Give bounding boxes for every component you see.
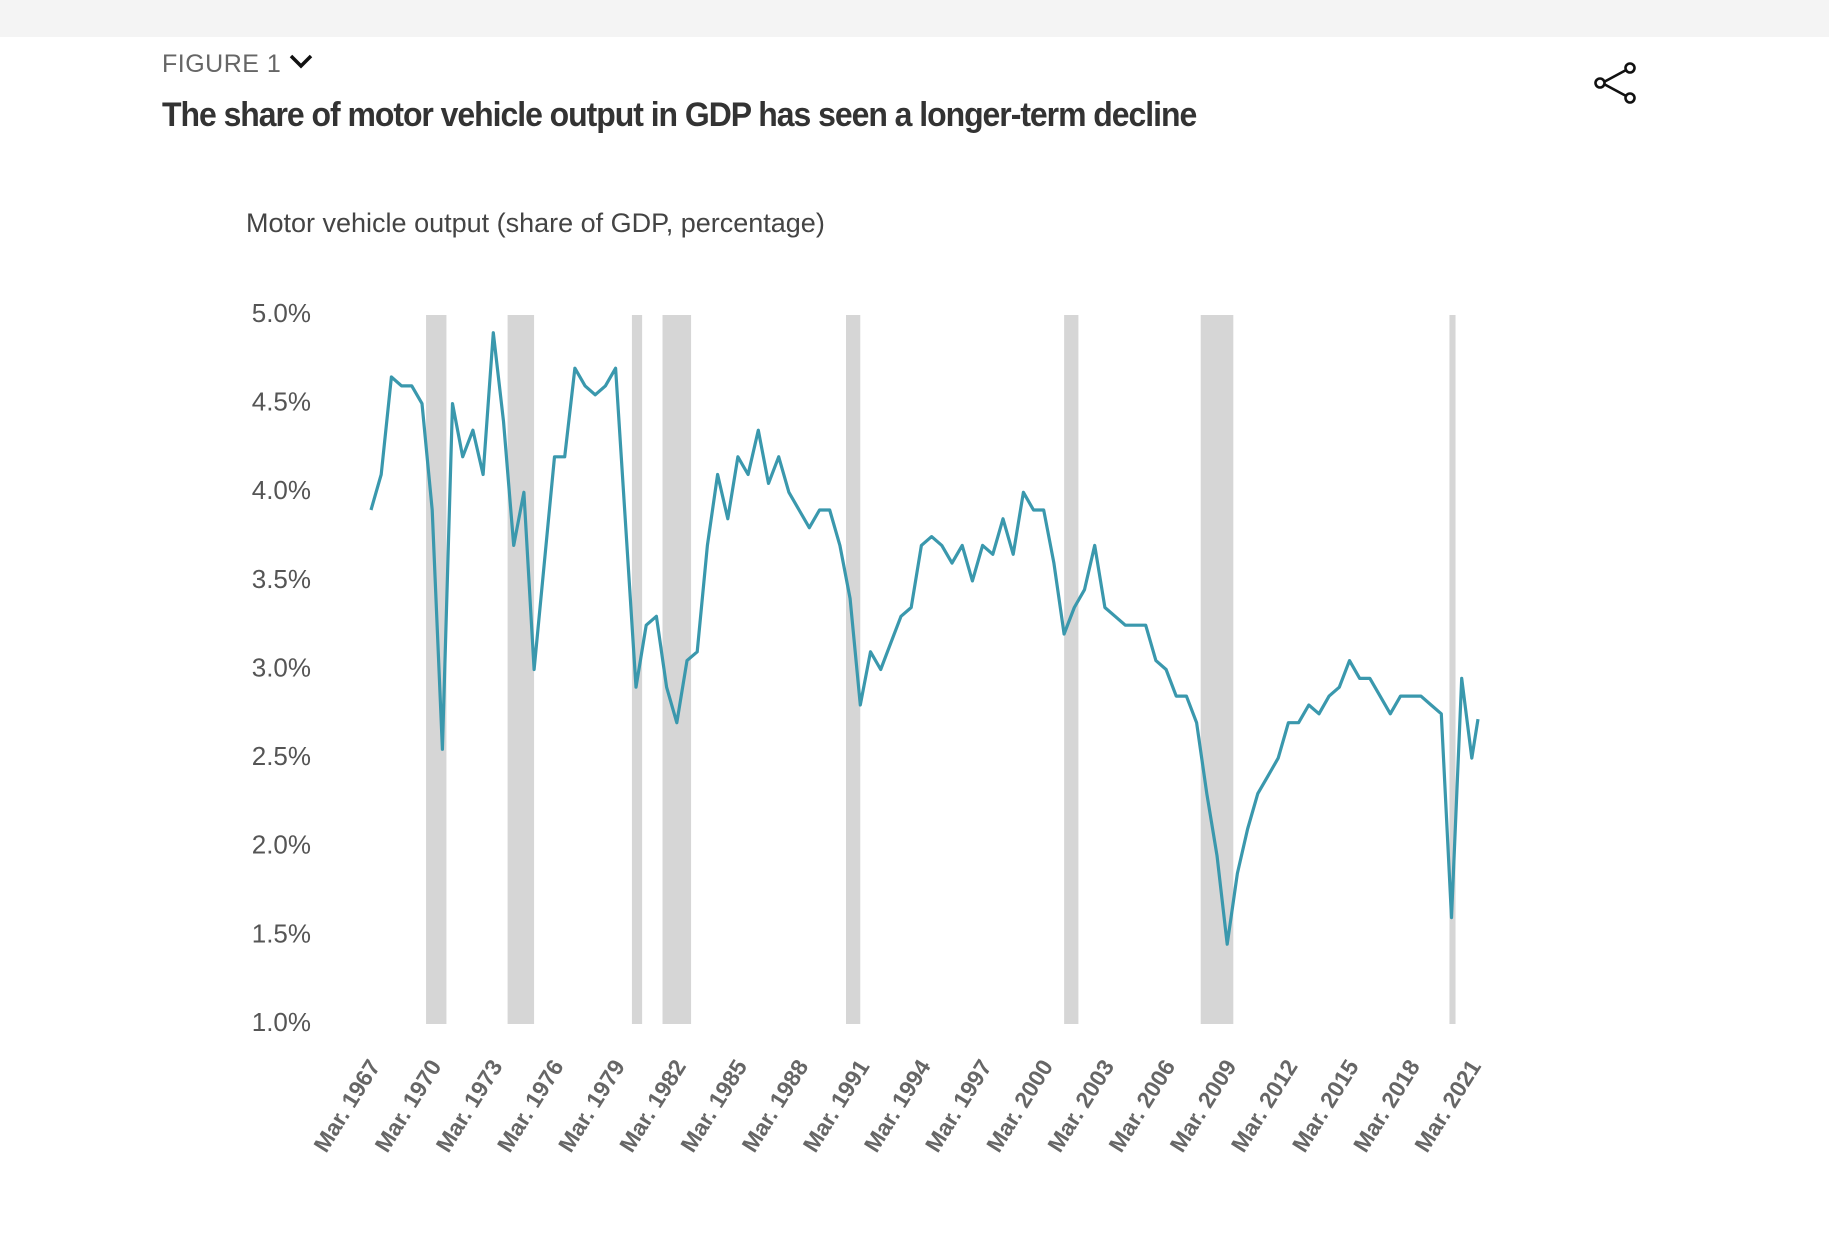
y-tick-label: 4.0%: [252, 475, 311, 505]
figure-label: FIGURE 1: [162, 50, 282, 78]
share-button[interactable]: [1592, 60, 1640, 106]
figure-title: The share of motor vehicle output in GDP…: [162, 96, 1197, 134]
recession-band: [631, 315, 643, 1024]
y-tick-label: 1.5%: [252, 918, 311, 948]
y-tick-label: 5.0%: [252, 298, 311, 328]
top-bar: [0, 0, 1829, 37]
recession-band: [507, 315, 535, 1024]
recession-band: [1064, 315, 1079, 1024]
recession-band: [1449, 315, 1456, 1024]
recession-band: [1200, 315, 1234, 1024]
y-tick-label: 3.5%: [252, 564, 311, 594]
y-tick-label: 2.0%: [252, 830, 311, 860]
y-tick-label: 1.0%: [252, 1007, 311, 1037]
chart-subtitle: Motor vehicle output (share of GDP, perc…: [246, 208, 825, 238]
y-tick-label: 3.0%: [252, 652, 311, 682]
expand-chevron[interactable]: [288, 52, 314, 70]
y-tick-label: 2.5%: [252, 741, 311, 771]
data-line: [369, 331, 1480, 946]
y-tick-label: 4.5%: [252, 387, 311, 417]
recession-band: [845, 315, 861, 1024]
